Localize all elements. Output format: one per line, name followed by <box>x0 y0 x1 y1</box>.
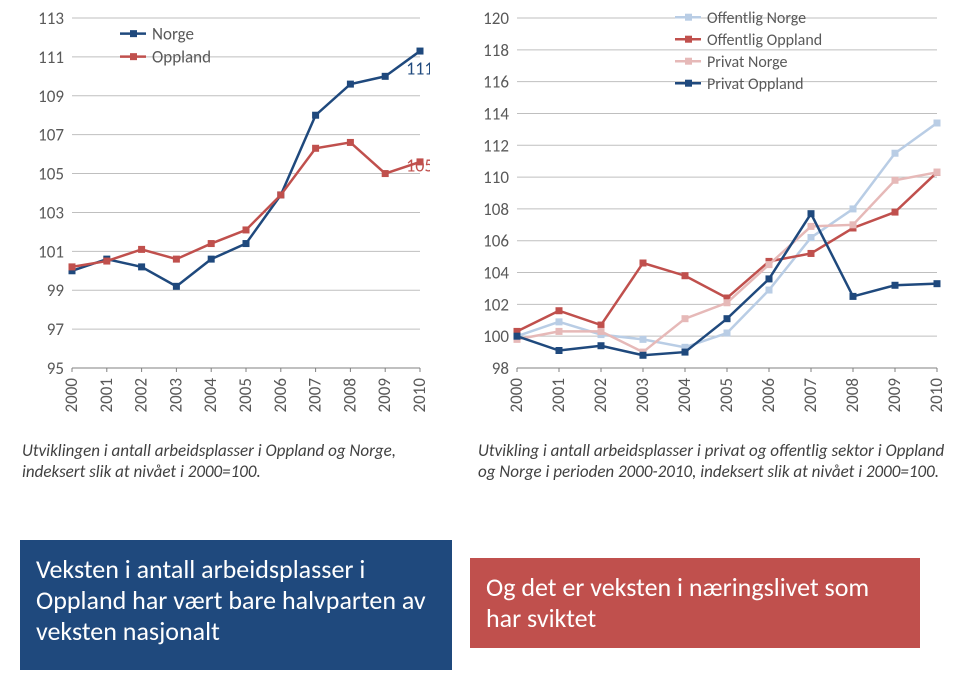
svg-text:116: 116 <box>483 72 509 93</box>
svg-text:2006: 2006 <box>758 378 779 413</box>
svg-text:111,3: 111,3 <box>406 57 430 79</box>
svg-text:2007: 2007 <box>305 378 326 413</box>
chart-right: 98 100 102 104 106 108 110 112 114 116 118 120 2000 2… <box>465 8 945 428</box>
svg-text:2010: 2010 <box>409 378 430 413</box>
svg-text:110: 110 <box>483 167 509 188</box>
svg-text:118: 118 <box>483 40 509 61</box>
svg-text:2009: 2009 <box>374 378 395 413</box>
svg-text:109: 109 <box>38 86 64 107</box>
svg-text:2005: 2005 <box>716 378 737 412</box>
svg-text:2007: 2007 <box>800 378 821 413</box>
svg-text:2000: 2000 <box>506 378 527 413</box>
svg-text:99: 99 <box>47 280 65 301</box>
svg-text:2005: 2005 <box>235 378 256 412</box>
svg-text:Offentlig Oppland: Offentlig Oppland <box>707 31 822 50</box>
svg-text:97: 97 <box>47 319 65 340</box>
caption-left: Utviklingen i antall arbeidsplasser i Op… <box>22 440 432 483</box>
svg-text:104: 104 <box>483 263 509 284</box>
svg-text:Oppland: Oppland <box>152 47 211 68</box>
svg-text:2003: 2003 <box>165 378 186 412</box>
svg-text:Offentlig Norge: Offentlig Norge <box>707 9 806 28</box>
page: 95 97 99 101 103 105 107 109 111 113 2000 2001 2002 2… <box>0 0 960 684</box>
svg-text:113: 113 <box>38 8 64 29</box>
svg-text:2000: 2000 <box>61 378 82 413</box>
svg-text:120: 120 <box>483 8 509 29</box>
svg-text:105,6: 105,6 <box>406 155 430 177</box>
svg-text:98: 98 <box>492 358 509 379</box>
svg-text:102: 102 <box>483 294 509 315</box>
caption-right: Utvikling i antall arbeidsplasser i priv… <box>478 440 946 483</box>
svg-text:2008: 2008 <box>842 378 863 412</box>
svg-text:Privat Oppland: Privat Oppland <box>707 75 804 94</box>
svg-text:2004: 2004 <box>674 378 695 413</box>
svg-text:2004: 2004 <box>200 378 221 413</box>
chart-left-svg: 95 97 99 101 103 105 107 109 111 113 2000 2001 2002 2… <box>20 8 430 428</box>
svg-text:105: 105 <box>38 164 64 185</box>
svg-text:111: 111 <box>38 47 64 68</box>
svg-text:2003: 2003 <box>632 378 653 412</box>
svg-text:100: 100 <box>483 326 509 347</box>
svg-text:2002: 2002 <box>131 378 152 412</box>
svg-text:107: 107 <box>38 125 64 146</box>
svg-text:108: 108 <box>483 199 509 220</box>
svg-text:103: 103 <box>38 202 64 223</box>
svg-text:114: 114 <box>483 103 509 124</box>
svg-text:2001: 2001 <box>96 378 117 412</box>
chart-left: 95 97 99 101 103 105 107 109 111 113 2000 2001 2002 2… <box>20 8 430 428</box>
svg-text:101: 101 <box>38 241 64 262</box>
svg-text:Privat Norge: Privat Norge <box>707 53 788 72</box>
svg-text:2006: 2006 <box>270 378 291 413</box>
svg-text:95: 95 <box>47 358 64 379</box>
callout-right: Og det er veksten i næringslivet som har… <box>470 558 920 648</box>
svg-text:2008: 2008 <box>339 378 360 412</box>
svg-text:2001: 2001 <box>548 378 569 412</box>
svg-text:Norge: Norge <box>152 24 194 45</box>
svg-text:2010: 2010 <box>926 378 945 413</box>
chart-right-svg: 98 100 102 104 106 108 110 112 114 116 118 120 2000 2… <box>465 8 945 428</box>
callout-left: Veksten i antall arbeidsplasser i Opplan… <box>20 540 452 670</box>
svg-text:2002: 2002 <box>590 378 611 412</box>
svg-text:112: 112 <box>483 135 509 156</box>
svg-text:2009: 2009 <box>884 378 905 413</box>
svg-text:106: 106 <box>483 231 509 252</box>
